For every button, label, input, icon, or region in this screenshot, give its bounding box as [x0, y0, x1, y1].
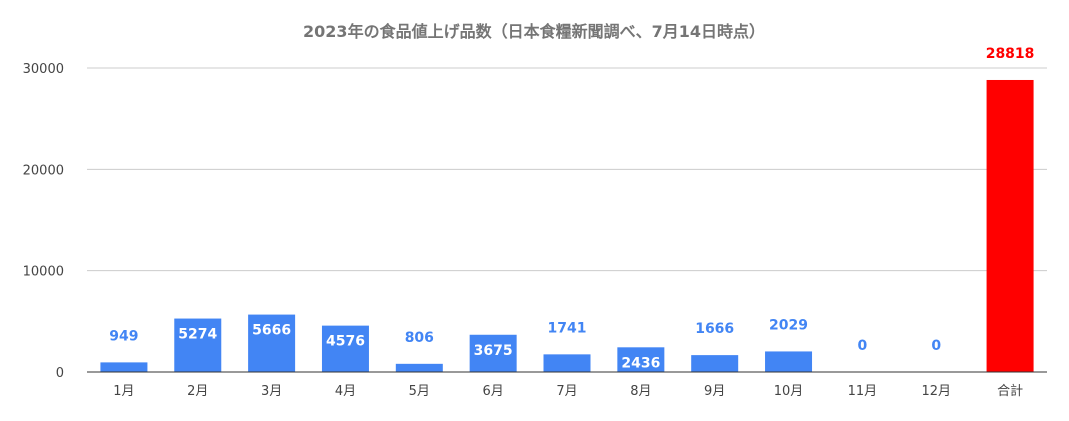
bar: [691, 355, 739, 372]
y-axis-ticks: 0 10000 20000 30000: [23, 62, 64, 381]
bars: [100, 79, 1034, 372]
data-label: 0: [858, 338, 868, 354]
x-tick-label: 4月: [335, 384, 356, 399]
bar: [986, 79, 1034, 372]
y-tick-label: 20000: [23, 163, 64, 178]
bar: [469, 334, 517, 372]
x-tick-label: 9月: [704, 384, 725, 399]
x-tick-label: 10月: [774, 384, 804, 399]
y-tick-label: 30000: [23, 62, 64, 77]
bar: [174, 318, 222, 372]
bar: [395, 363, 443, 372]
y-tick-label: 0: [56, 366, 64, 381]
bar: [543, 354, 591, 372]
bar: [100, 362, 148, 372]
data-label: 28818: [986, 46, 1035, 62]
x-tick-label: 5月: [409, 384, 430, 399]
y-tick-label: 10000: [23, 265, 64, 280]
data-label: 4576: [326, 334, 365, 350]
x-tick-label: 12月: [921, 384, 951, 399]
data-label: 949: [109, 328, 138, 344]
bar: [248, 314, 296, 372]
data-label: 0: [931, 338, 941, 354]
x-tick-label: 6月: [483, 384, 504, 399]
x-tick-label: 3月: [261, 384, 282, 399]
data-labels: 949 5274 5666 4576 806 3675 1741 2436 1666 2029 0 0…: [109, 46, 1034, 371]
x-tick-label: 1月: [113, 384, 134, 399]
x-tick-label: 7月: [556, 384, 577, 399]
x-tick-label: 11月: [848, 384, 878, 399]
bar: [617, 347, 665, 372]
bar: [765, 351, 813, 372]
bar: [321, 325, 369, 372]
x-tick-label: 合計: [997, 383, 1023, 399]
x-tick-label: 8月: [630, 384, 651, 399]
data-label: 1666: [695, 321, 734, 337]
x-axis-ticks: 1月 2月 3月 4月 5月 6月 7月 8月 9月 10月 11月 12月 合計: [113, 383, 1023, 399]
data-label: 1741: [548, 320, 587, 336]
data-label: 5274: [178, 327, 217, 343]
data-label: 3675: [474, 343, 513, 359]
gridlines: [87, 67, 1047, 272]
x-tick-label: 2月: [187, 384, 208, 399]
data-label: 5666: [252, 323, 291, 339]
chart-title: 2023年の食品値上げ品数（日本食糧新聞調べ、7月14日時点）: [303, 22, 765, 41]
data-label: 806: [405, 330, 434, 346]
data-label: 2029: [769, 317, 808, 333]
data-label: 2436: [621, 355, 660, 371]
